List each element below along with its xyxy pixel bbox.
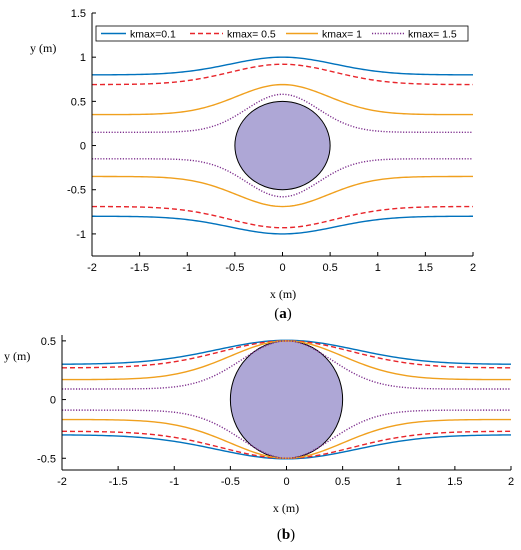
x-axis-label-b: x (m) <box>273 501 299 515</box>
series-line-kmax-1-5-lower <box>92 158 473 198</box>
y-tick-label: 0 <box>50 395 56 407</box>
x-tick-label: -1 <box>169 476 179 488</box>
x-tick-label: 1.5 <box>418 262 433 274</box>
y-tick-label: -1 <box>76 229 86 241</box>
y-axis-label-b: y (m) <box>4 349 30 363</box>
chart-b: -2 -1.5 -1 -0.5 0 0.5 1 1.5 2 -0.5 0 0.5 y (m) x (m… <box>4 335 514 543</box>
series-layer-a <box>91 56 474 235</box>
series-line-kmax-1-lower <box>92 175 473 208</box>
x-tick-label: 1.5 <box>447 476 462 488</box>
legend-box-a <box>95 25 469 42</box>
legend-label-kmax-1: kmax= 1 <box>322 29 362 41</box>
x-tick-label: 0.5 <box>335 476 350 488</box>
x-tick-label: 2 <box>470 262 476 274</box>
x-tick-label: 1 <box>396 476 402 488</box>
x-tick-label: 1 <box>375 262 381 274</box>
series-line-kmax-0-5-lower <box>91 205 474 229</box>
legend-label-kmax-0-5: kmax= 0.5 <box>227 29 276 41</box>
series-line-kmax-1-5-upper <box>92 93 473 133</box>
series-line-kmax-1-upper <box>92 83 473 116</box>
y-tick-label: 0.5 <box>41 336 56 348</box>
obstacle-layer-a <box>234 100 331 191</box>
y-tick-label: -0.5 <box>37 453 56 465</box>
series-line-kmax-0-1-lower <box>92 215 473 235</box>
y-axis-label-a: y (m) <box>30 41 56 55</box>
caption-a-close: ) <box>287 306 292 322</box>
legend-label-kmax-0-1: kmax=0.1 <box>130 29 176 41</box>
legend-label-kmax-1-5: kmax= 1.5 <box>408 29 457 41</box>
series-line-kmax-0-5-upper <box>91 63 474 86</box>
x-tick-label: -1 <box>182 262 192 274</box>
caption-a-letter: a <box>279 306 287 322</box>
x-tick-label: -0.5 <box>225 262 244 274</box>
ticks-layer-b: -2 -1.5 -1 -0.5 0 0.5 1 1.5 2 -0.5 0 0.5 <box>37 336 514 488</box>
caption-b-open: ( <box>277 527 282 543</box>
series-line-kmax-0-1-upper <box>92 56 473 76</box>
caption-b: (b) <box>277 527 295 543</box>
obstacle-circle <box>234 100 331 191</box>
y-tick-label: 1.5 <box>71 8 86 20</box>
caption-a-open: ( <box>274 306 279 322</box>
x-tick-label: 0 <box>279 262 285 274</box>
chart-a: -2 -1.5 -1 -0.5 0 0.5 1 1.5 2 -1 -0.5 0 0.5 1 1.5 kmax… <box>30 8 476 322</box>
x-tick-label: 0 <box>283 476 289 488</box>
caption-a: (a) <box>274 306 292 322</box>
obstacle-layer-b <box>229 340 344 459</box>
ticks-layer-a: -2 -1.5 -1 -0.5 0 0.5 1 1.5 2 -1 -0.5 0 0.5 1 1.5 <box>67 8 476 274</box>
y-tick-label: -0.5 <box>67 185 86 197</box>
x-tick-label: -0.5 <box>221 476 240 488</box>
series-line-kmax-1-5-upper <box>62 340 511 390</box>
series-line-kmax-1-upper <box>61 340 512 381</box>
x-axis-label-a: x (m) <box>270 287 296 301</box>
y-tick-label: 1 <box>80 52 86 64</box>
obstacle-circle <box>229 340 344 459</box>
series-layer-b <box>61 339 512 460</box>
x-tick-label: -1.5 <box>130 262 149 274</box>
legend-a: kmax=0.1 kmax= 0.5 kmax= 1 kmax= 1.5 <box>95 25 469 42</box>
y-tick-label: 0.5 <box>71 96 86 108</box>
caption-b-close: ) <box>290 527 295 543</box>
x-tick-label: -2 <box>87 262 97 274</box>
x-tick-label: -1.5 <box>109 476 128 488</box>
series-line-kmax-1-5-lower <box>62 409 511 459</box>
y-tick-label: 0 <box>80 141 86 153</box>
series-line-kmax-1-lower <box>61 418 512 459</box>
x-tick-label: 2 <box>508 476 514 488</box>
x-tick-label: -2 <box>57 476 67 488</box>
caption-b-letter: b <box>282 527 290 543</box>
x-tick-label: 0.5 <box>322 262 337 274</box>
